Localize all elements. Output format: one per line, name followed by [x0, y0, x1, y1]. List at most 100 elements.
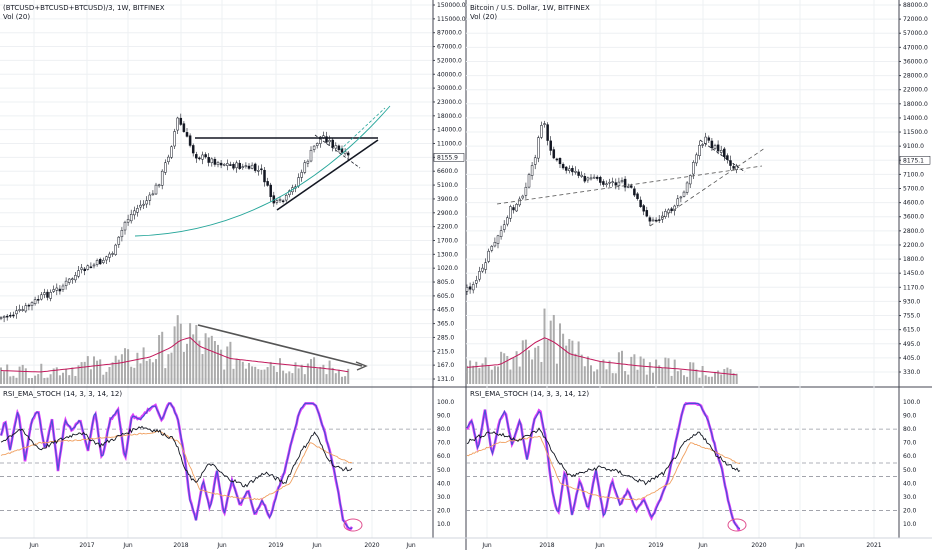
- volume-bar: [586, 356, 589, 384]
- candle-body: [549, 140, 552, 151]
- volume-bar: [285, 373, 288, 384]
- volume-bar: [108, 367, 111, 384]
- volume-bar: [316, 368, 319, 384]
- volume-bar: [220, 349, 223, 384]
- left-time-axis[interactable]: Jun 2017 Jun 2018 Jun 2019 Jun 2020 Jun: [28, 542, 416, 549]
- indicator-tick-label: 20.0: [903, 507, 917, 514]
- candle-body: [40, 294, 43, 300]
- candle-body: [716, 144, 720, 152]
- volume-bar: [466, 365, 468, 384]
- time-tick-label: Jun: [405, 542, 416, 549]
- right-price-axis[interactable]: 88000.0 72000.0 57000.0 47000.0 36000.0 28000…: [899, 2, 931, 376]
- left-indicator-pane: [0, 402, 433, 532]
- volume-bar: [596, 369, 599, 384]
- candle-body: [599, 176, 602, 183]
- candle-body: [337, 145, 341, 151]
- volume-bar: [223, 369, 226, 384]
- candle-body: [701, 144, 704, 146]
- price-tick-label: 805.0: [437, 279, 454, 286]
- candle-body: [506, 217, 509, 225]
- volume-bar: [120, 354, 123, 384]
- candle-body: [9, 314, 12, 317]
- right-chart-panel[interactable]: 88000.0 72000.0 57000.0 47000.0 36000.0 28000…: [465, 0, 931, 550]
- candle-body: [139, 204, 142, 208]
- volume-bar: [46, 377, 49, 384]
- volume-bar: [71, 367, 74, 384]
- candle-body: [30, 302, 34, 306]
- volume-bar: [192, 334, 195, 384]
- volume-bar: [275, 371, 278, 384]
- price-tick-label: 88000.0: [903, 2, 928, 9]
- volume-bar: [272, 365, 275, 384]
- candle-body: [43, 292, 46, 295]
- candle-body: [651, 219, 655, 222]
- volume-bar: [77, 365, 80, 384]
- candle-body: [154, 184, 158, 195]
- right-time-axis[interactable]: Jun 2018 Jun 2019 Jun 2020 Jun 2021: [481, 542, 881, 549]
- candle-body: [238, 162, 241, 169]
- price-tick-label: 1700.0: [437, 237, 458, 244]
- indicator-tick-label: 90.0: [903, 413, 917, 420]
- time-tick-label: 2019: [268, 542, 283, 549]
- price-tick-label: 3900.0: [437, 196, 458, 203]
- volume-bar: [0, 367, 2, 384]
- time-tick-label: 2021: [866, 542, 881, 549]
- volume-bar: [139, 363, 142, 384]
- volume-bar: [93, 356, 95, 384]
- volume-bar: [198, 340, 201, 384]
- volume-bar: [322, 364, 325, 384]
- candle-body: [176, 117, 179, 131]
- left-price-axis[interactable]: 150000.0 115000.0 87000.0 67000.0 52000.0 400…: [433, 2, 466, 383]
- volume-bar: [310, 359, 312, 384]
- volume-bar: [173, 326, 176, 384]
- price-tick-label: 150000.0: [437, 2, 466, 9]
- right-chart-title: Bitcoin / U.S. Dollar, 1W, BITFINEX: [470, 4, 590, 12]
- volume-bar: [328, 360, 331, 384]
- candle-body: [487, 250, 490, 262]
- candle-body: [222, 164, 226, 166]
- candle-body: [92, 264, 96, 267]
- candle-body: [126, 219, 130, 223]
- candle-body: [667, 209, 670, 214]
- volume-bar: [484, 357, 487, 384]
- candle-body: [723, 148, 726, 157]
- candle-body: [207, 157, 210, 163]
- volume-bar: [676, 371, 679, 384]
- volume-bar: [52, 368, 55, 384]
- volume-bar: [31, 377, 33, 384]
- volume-bar: [621, 350, 623, 384]
- candle-body: [475, 280, 478, 284]
- volume-bar: [43, 377, 46, 384]
- volume-bar: [605, 369, 608, 384]
- volume-bar: [614, 373, 617, 384]
- candle-body: [568, 168, 571, 171]
- right-indicator-label: RSI_EMA_STOCH (14, 3, 3, 14, 12): [470, 390, 589, 398]
- price-tick-label: 18000.0: [437, 113, 462, 120]
- price-tick-label: 285.0: [437, 334, 454, 341]
- candle-body: [633, 188, 636, 196]
- candle-body: [664, 211, 667, 217]
- price-tick-label: 2900.0: [437, 210, 458, 217]
- candle-body: [74, 275, 77, 281]
- price-tick-label: 14000.0: [903, 115, 928, 122]
- volume-bar: [24, 368, 27, 384]
- candle-body: [157, 184, 161, 187]
- candle-body: [478, 271, 481, 280]
- candle-body: [173, 131, 176, 147]
- right-indicator-pane: [465, 401, 899, 532]
- volume-bar: [260, 369, 263, 384]
- volume-bar: [170, 352, 173, 384]
- time-tick-label: Jun: [216, 542, 227, 549]
- candle-body: [611, 181, 614, 183]
- candle-body: [250, 164, 254, 169]
- volume-bar: [257, 369, 260, 384]
- candle-body: [0, 317, 3, 319]
- candle-body: [86, 265, 90, 270]
- candle-body: [707, 137, 711, 141]
- right-indicator-axis: 100.0 90.0 80.0 70.0 60.0 50.0 40.0 30.0 20.0 10.…: [903, 399, 920, 528]
- volume-bar: [636, 369, 639, 384]
- flag-dashed-line: [314, 134, 361, 169]
- left-volume-bars: [0, 315, 350, 384]
- volume-bar: [251, 366, 254, 384]
